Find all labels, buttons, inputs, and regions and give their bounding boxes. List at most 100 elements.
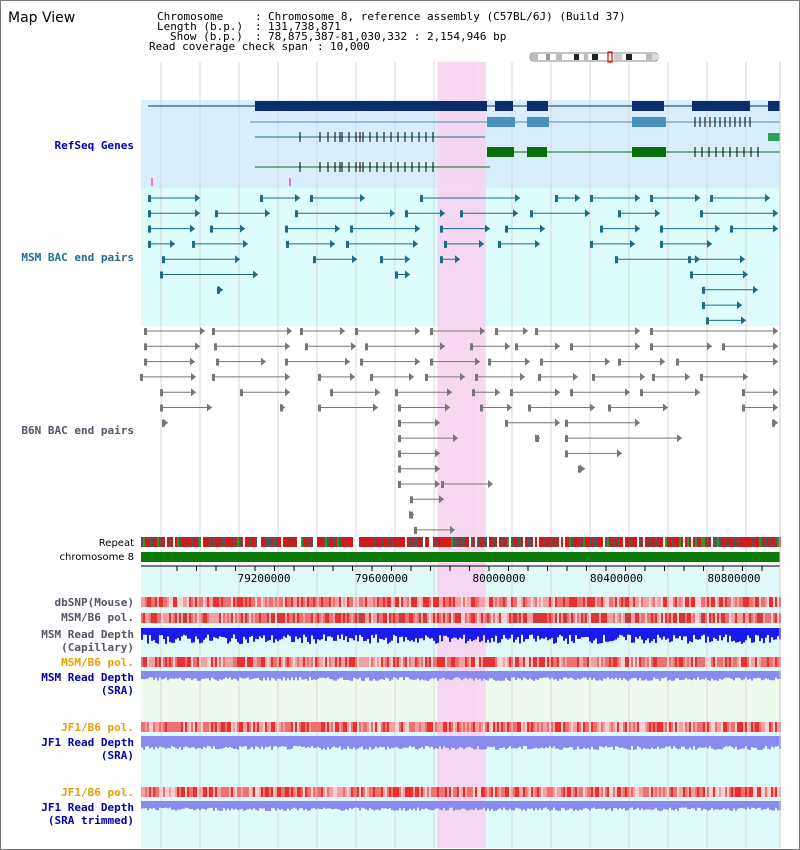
depth-bar bbox=[571, 671, 573, 678]
depth-bar bbox=[265, 736, 267, 747]
repeat-segment bbox=[237, 537, 239, 547]
repeat-segment bbox=[643, 537, 645, 547]
track-label-dbsnp[interactable]: dbSNP(Mouse) bbox=[54, 596, 134, 609]
heat-cell bbox=[333, 657, 335, 667]
track-label-jf1-read-depth-sra[interactable]: JF1 Read Depth (SRA) bbox=[41, 736, 134, 762]
show-label: Show (b.p.) bbox=[170, 30, 243, 43]
heat-cell bbox=[307, 787, 309, 797]
depth-bar bbox=[435, 736, 437, 749]
heat-cell bbox=[489, 787, 491, 797]
track-label-msm-b6-pol[interactable]: MSM/B6 pol. bbox=[61, 611, 134, 624]
depth-bar bbox=[385, 736, 387, 750]
b6n-bac-pair-end bbox=[773, 357, 778, 366]
heat-cell bbox=[445, 657, 447, 667]
depth-bar bbox=[213, 628, 215, 638]
track-label-refseq[interactable]: RefSeq Genes bbox=[54, 139, 134, 152]
ideogram-band bbox=[592, 54, 598, 60]
repeat-segment bbox=[701, 537, 703, 547]
heat-cell bbox=[569, 787, 571, 797]
depth-bar bbox=[517, 628, 519, 638]
msm-bac-pair-end bbox=[743, 270, 748, 279]
b6n-bac-pair-end bbox=[447, 388, 452, 397]
depth-bar bbox=[693, 736, 695, 747]
heat-cell bbox=[643, 597, 645, 607]
heat-cell bbox=[471, 722, 473, 732]
heat-cell bbox=[467, 597, 469, 607]
heat-cell bbox=[181, 613, 183, 623]
heat-cell bbox=[347, 722, 349, 732]
heat-cell bbox=[395, 597, 397, 607]
heat-cell bbox=[665, 597, 667, 607]
track-label-chromosome[interactable]: chromosome 8 bbox=[59, 552, 134, 563]
track-label-msm-read-depth-sra[interactable]: MSM Read Depth (SRA) bbox=[41, 671, 134, 697]
heat-cell bbox=[367, 722, 369, 732]
depth-bar bbox=[645, 671, 647, 680]
msm-bac-pair-end bbox=[405, 210, 408, 218]
repeat-segment bbox=[409, 537, 411, 547]
depth-bar bbox=[763, 801, 765, 810]
heat-cell bbox=[643, 613, 645, 623]
heat-cell bbox=[293, 722, 295, 732]
depth-bar bbox=[381, 801, 383, 809]
heat-cell bbox=[585, 787, 587, 797]
depth-bar bbox=[439, 801, 441, 810]
b6n-bac-pair-end bbox=[318, 373, 321, 381]
heat-cell bbox=[653, 597, 655, 607]
depth-bar bbox=[611, 801, 613, 811]
depth-bar bbox=[361, 801, 363, 808]
track-label-b6n-bac[interactable]: B6N BAC end pairs bbox=[21, 424, 134, 437]
track-label-jf1-b6-pol[interactable]: JF1/B6 pol. bbox=[61, 721, 134, 734]
heat-cell bbox=[501, 787, 503, 797]
heat-cell bbox=[427, 722, 429, 732]
heat-cell bbox=[593, 657, 595, 667]
heat-cell bbox=[621, 613, 623, 623]
depth-bar bbox=[527, 736, 529, 750]
heat-cell bbox=[495, 613, 497, 623]
depth-bar bbox=[701, 628, 703, 636]
heat-cell bbox=[759, 657, 761, 667]
heat-cell bbox=[343, 722, 345, 732]
heat-cell bbox=[519, 657, 521, 667]
depth-bar bbox=[221, 801, 223, 811]
depth-bar bbox=[157, 671, 159, 681]
depth-bar bbox=[547, 671, 549, 678]
depth-bar bbox=[667, 628, 669, 639]
depth-bar bbox=[579, 628, 581, 639]
track-label-repeat[interactable]: Repeat bbox=[98, 538, 134, 549]
b6n-bac-pair-end bbox=[409, 510, 414, 519]
heat-cell bbox=[465, 722, 467, 732]
heat-cell bbox=[539, 722, 541, 732]
repeat-segment bbox=[465, 537, 467, 547]
repeat-segment bbox=[513, 537, 515, 547]
heat-cell bbox=[513, 722, 515, 732]
heat-cell bbox=[591, 722, 593, 732]
depth-bar bbox=[499, 671, 501, 681]
heat-cell bbox=[775, 787, 777, 797]
track-label-msm-bac[interactable]: MSM BAC end pairs bbox=[21, 251, 134, 264]
depth-bar bbox=[339, 801, 341, 810]
track-label-jf1-read-depth-trimmed[interactable]: JF1 Read Depth (SRA trimmed) bbox=[41, 801, 134, 827]
depth-bar bbox=[277, 736, 279, 748]
heat-cell bbox=[461, 722, 463, 732]
track-label-msm-read-depth-capillary[interactable]: MSM Read Depth (Capillary) bbox=[41, 628, 134, 654]
depth-bar bbox=[171, 628, 173, 643]
heat-cell bbox=[563, 722, 565, 732]
heat-cell bbox=[147, 613, 149, 623]
depth-bar bbox=[229, 628, 231, 642]
depth-bar bbox=[409, 736, 411, 746]
heat-cell bbox=[717, 613, 719, 623]
track-label-jf1-b6-pol-2[interactable]: JF1/B6 pol. bbox=[61, 786, 134, 799]
heat-cell bbox=[439, 722, 441, 732]
depth-bar bbox=[659, 736, 661, 749]
heat-cell bbox=[233, 613, 235, 623]
depth-bar bbox=[423, 628, 425, 641]
b6n-bac-pair-end bbox=[207, 403, 212, 412]
depth-bar bbox=[175, 736, 177, 749]
heat-cell bbox=[579, 787, 581, 797]
b6n-bac-pair-end bbox=[287, 327, 292, 335]
heat-cell bbox=[487, 787, 489, 797]
track-label-msm-b6-pol-2[interactable]: MSM/B6 pol. bbox=[61, 656, 134, 669]
ideogram-band bbox=[574, 54, 579, 60]
heat-cell bbox=[487, 657, 489, 667]
